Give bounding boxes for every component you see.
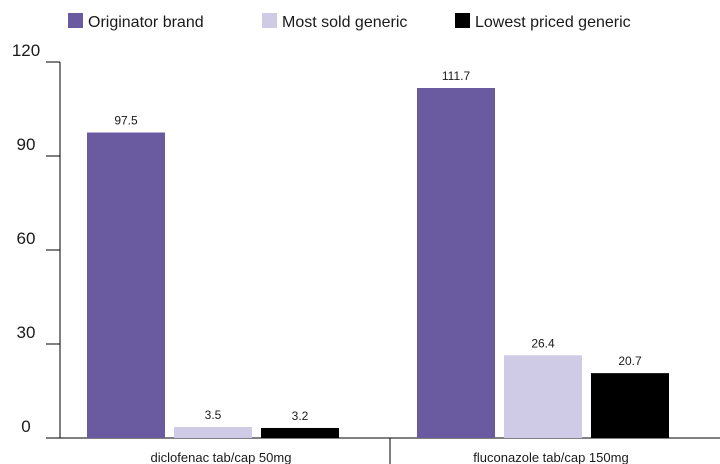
legend-swatch <box>68 13 83 28</box>
data-label: 3.5 <box>205 408 222 422</box>
legend-label: Originator brand <box>88 14 204 31</box>
bars <box>87 88 669 439</box>
y-tick-label: 90 <box>17 135 36 154</box>
bar <box>261 427 339 438</box>
legend-swatch <box>455 13 470 28</box>
bar <box>174 427 252 438</box>
legend-swatch <box>262 13 277 28</box>
data-labels: 97.5 3.5 3.2 111.7 26.4 20.7 <box>114 69 642 423</box>
bar <box>87 132 165 438</box>
bar <box>591 373 669 438</box>
legend-label: Lowest priced generic <box>475 14 631 31</box>
y-tick-label: 120 <box>12 41 40 60</box>
y-tick-label: 30 <box>17 323 36 342</box>
data-label: 97.5 <box>114 114 138 128</box>
y-tick-label: 60 <box>17 229 36 248</box>
data-label: 3.2 <box>292 409 309 423</box>
category-labels: diclofenac tab/cap 50mg fluconazole tab/c… <box>151 450 629 464</box>
legend-label: Most sold generic <box>282 14 407 31</box>
y-tick-label: 0 <box>21 417 30 436</box>
y-axis-ticks: 0 30 60 90 120 <box>12 41 60 439</box>
bar <box>504 355 582 438</box>
data-label: 26.4 <box>531 336 555 350</box>
data-label: 20.7 <box>618 354 642 368</box>
data-label: 111.7 <box>442 69 471 83</box>
category-label: diclofenac tab/cap 50mg <box>151 450 292 464</box>
bar <box>417 88 495 439</box>
category-label: fluconazole tab/cap 150mg <box>473 450 628 464</box>
legend: Originator brand Most sold generic Lowest … <box>68 13 631 31</box>
